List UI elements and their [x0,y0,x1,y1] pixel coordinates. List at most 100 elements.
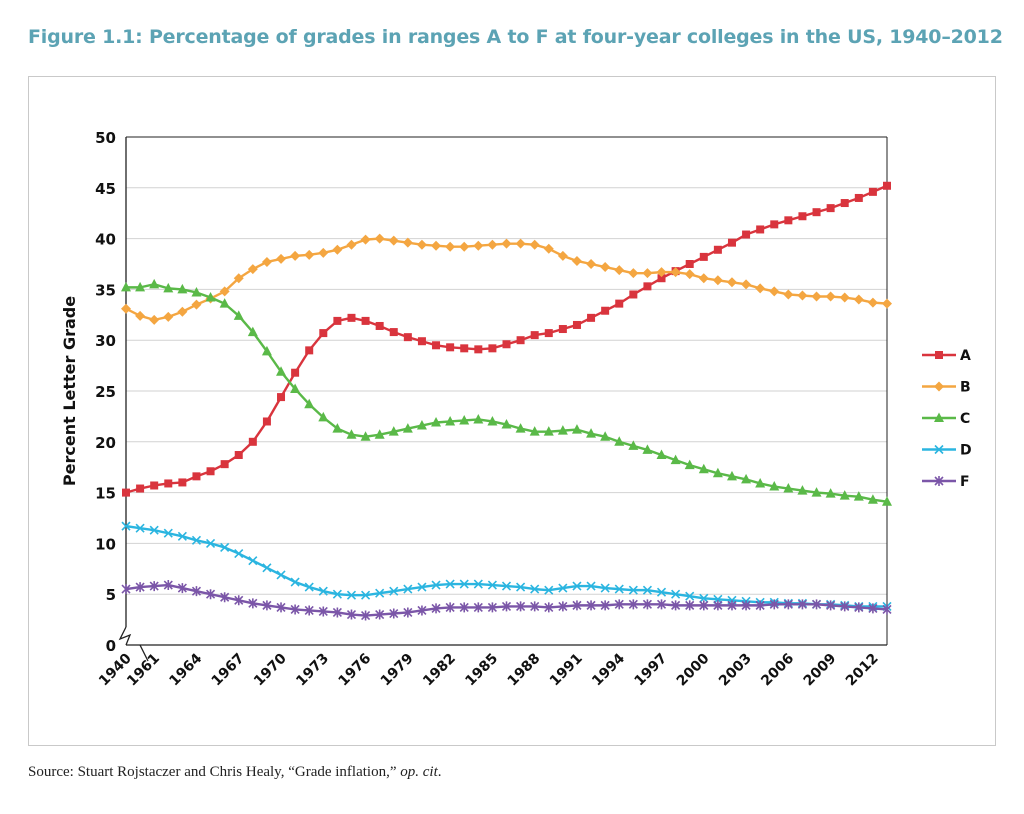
point-D-1964 [191,535,202,545]
point-F-1980 [417,605,427,616]
point-B-1962 [163,311,174,322]
point-B-1970 [276,253,287,264]
point-A-1972 [305,346,314,355]
legend-label-F: F [960,474,970,490]
point-C-1993 [600,431,611,441]
point-C-1989 [543,426,554,436]
point-B-1988 [529,239,540,250]
point-A-1977 [375,321,384,330]
legend-label-A: A [960,348,971,364]
x-tick-label-2003: 2003 [716,651,755,690]
point-A-1997 [657,274,666,283]
point-B-1961 [149,314,160,325]
x-tick-label-1997: 1997 [631,651,670,690]
point-C-1992 [586,428,597,438]
point-A-1995 [629,290,638,299]
point-C-1969 [261,345,272,356]
x-tick-label-1967: 1967 [209,651,248,690]
point-B-1985 [487,239,498,250]
point-D-1970 [276,570,286,580]
point-C-1990 [557,425,568,435]
y-axis-label: Percent Letter Grade [60,296,79,486]
y-tick-label-30: 30 [95,332,116,350]
point-A-2000 [699,252,708,261]
point-D-1982 [445,579,455,589]
point-C-1965 [205,292,216,302]
point-B-1996 [642,268,653,279]
point-F-1972 [304,605,314,616]
point-F-1993 [600,600,610,611]
point-A-2003 [742,230,751,239]
point-C-1970 [276,366,287,376]
point-B-1960 [135,310,146,321]
point-F-1997 [656,599,667,610]
point-A-1991 [572,320,581,329]
series-line-A [125,184,888,494]
x-tick-label-2009: 2009 [801,651,840,690]
legend-marker-B [934,381,944,392]
x-tick-label-1991: 1991 [547,651,586,690]
point-F-2006 [783,599,793,610]
point-C-1979 [402,423,413,433]
point-C-1982 [445,415,456,426]
point-C-1997 [656,449,667,460]
point-A-1996 [643,282,652,291]
point-C-2005 [769,481,780,491]
point-F-1986 [501,601,512,612]
point-F-2007 [797,599,808,610]
y-tick-label-5: 5 [106,586,116,604]
legend-marker-D [934,444,944,455]
point-F-1978 [389,608,399,619]
y-tick-label-0: 0 [106,637,116,655]
point-F-1992 [586,600,596,611]
point-F-1998 [671,600,681,611]
point-D-1966 [220,542,230,553]
point-D-1979 [403,584,413,594]
point-C-2011 [853,491,864,501]
point-B-1998 [670,267,681,278]
point-C-2001 [712,467,723,478]
point-A-1992 [587,313,596,322]
point-F-1973 [318,606,328,617]
x-tick-label-1970: 1970 [251,650,290,689]
point-F-1967 [234,595,244,606]
figure-title: Figure 1.1: Percentage of grades in rang… [28,26,1003,48]
chart-frame: 0 5 10 15 20 25 30 35 40 45 50 1940 1961 1964 1967 1970… [28,76,996,746]
point-A-1985 [488,344,497,353]
point-F-1981 [431,603,441,614]
point-D-1993 [600,583,610,593]
point-D-1973 [318,586,328,596]
point-D-1992 [586,581,596,591]
point-B-2001 [712,275,723,286]
point-D-1960 [135,523,145,533]
y-tick-label-10: 10 [95,535,116,553]
point-B-1971 [290,250,301,261]
point-C-1996 [642,444,653,454]
point-C-2010 [839,490,850,500]
point-B-1940 [121,303,131,314]
point-F-1987 [516,601,526,612]
point-A-1974 [333,316,342,325]
point-D-1984 [473,579,483,589]
point-C-1971 [290,383,301,393]
point-B-2005 [769,286,780,297]
point-F-2001 [713,600,723,611]
point-F-1971 [290,604,300,615]
y-tick-label-40: 40 [95,231,116,249]
point-A-1976 [361,316,370,325]
point-F-1964 [191,586,202,597]
point-B-2004 [755,283,766,294]
point-A-1980 [417,337,426,346]
y-tick-label-20: 20 [95,434,116,452]
point-F-1991 [572,600,582,611]
point-C-1986 [501,419,512,429]
point-D-1967 [234,548,244,559]
point-A-1989 [544,329,553,338]
point-A-1940 [122,488,130,497]
point-F-1995 [628,599,638,610]
point-B-2012 [867,297,878,308]
point-B-2010 [839,292,850,303]
point-B-1981 [431,240,442,251]
point-F-1990 [558,601,568,612]
point-C-1977 [374,429,385,439]
